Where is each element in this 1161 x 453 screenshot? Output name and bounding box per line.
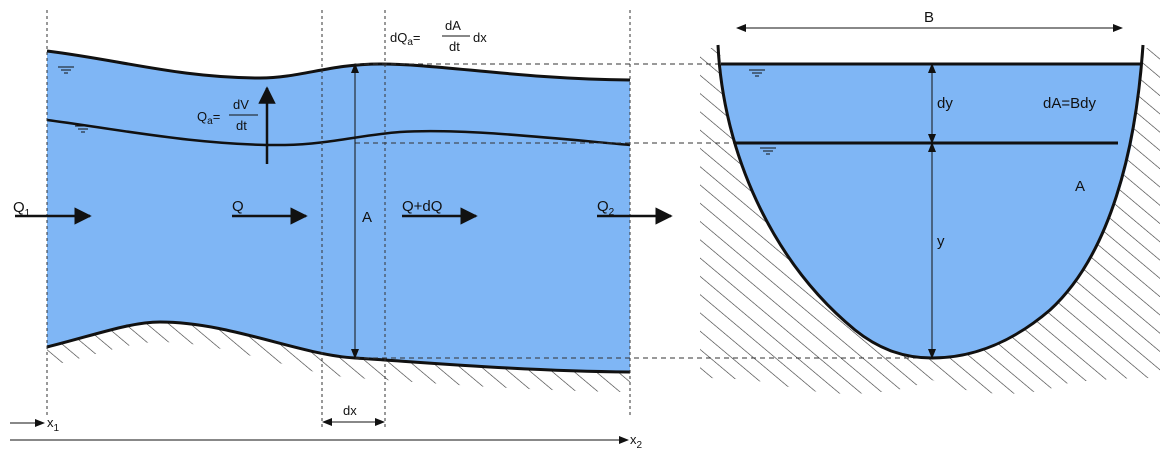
water-level-symbol-upper bbox=[58, 66, 74, 74]
depth-label: y bbox=[937, 233, 945, 250]
cross-section-area-label: A bbox=[1075, 178, 1085, 195]
lateral-inflow-equation: dQa= dA dt dx bbox=[390, 18, 487, 54]
top-width-label: B bbox=[924, 9, 934, 26]
water-body-longitudinal bbox=[47, 51, 630, 372]
x2-label: x2 bbox=[630, 432, 643, 451]
dy-label: dy bbox=[937, 95, 953, 112]
svg-text:dx: dx bbox=[473, 30, 487, 45]
svg-text:Qa=: Qa= bbox=[197, 109, 220, 127]
hatching-mask bbox=[700, 378, 1160, 400]
water-level-symbol-cs-upper bbox=[749, 69, 765, 77]
storage-equation: Qa= dV dt bbox=[197, 97, 258, 133]
lower-water-surface bbox=[46, 118, 631, 147]
flow-label: Q bbox=[232, 198, 244, 215]
x1-label: x1 bbox=[47, 415, 60, 434]
area-label: A bbox=[362, 209, 372, 226]
channel-bed-line bbox=[46, 320, 631, 374]
inflow-label: Q1 bbox=[13, 199, 31, 219]
svg-text:dt: dt bbox=[236, 118, 247, 133]
strip-area-label: dA=Bdy bbox=[1043, 95, 1096, 112]
flow-plus-label: Q+dQ bbox=[402, 198, 442, 215]
dx-label: dx bbox=[343, 403, 357, 418]
svg-text:dt: dt bbox=[449, 39, 460, 54]
upper-water-surface bbox=[46, 49, 631, 82]
svg-text:dV: dV bbox=[233, 97, 249, 112]
svg-text:dQa=: dQa= bbox=[390, 30, 421, 48]
water-level-symbol-cs-lower bbox=[760, 147, 776, 155]
cross-section-bank-hatching bbox=[700, 48, 1160, 400]
water-level-symbol-lower bbox=[75, 125, 91, 133]
svg-text:dA: dA bbox=[445, 18, 461, 33]
outflow-label: Q2 bbox=[597, 198, 615, 218]
